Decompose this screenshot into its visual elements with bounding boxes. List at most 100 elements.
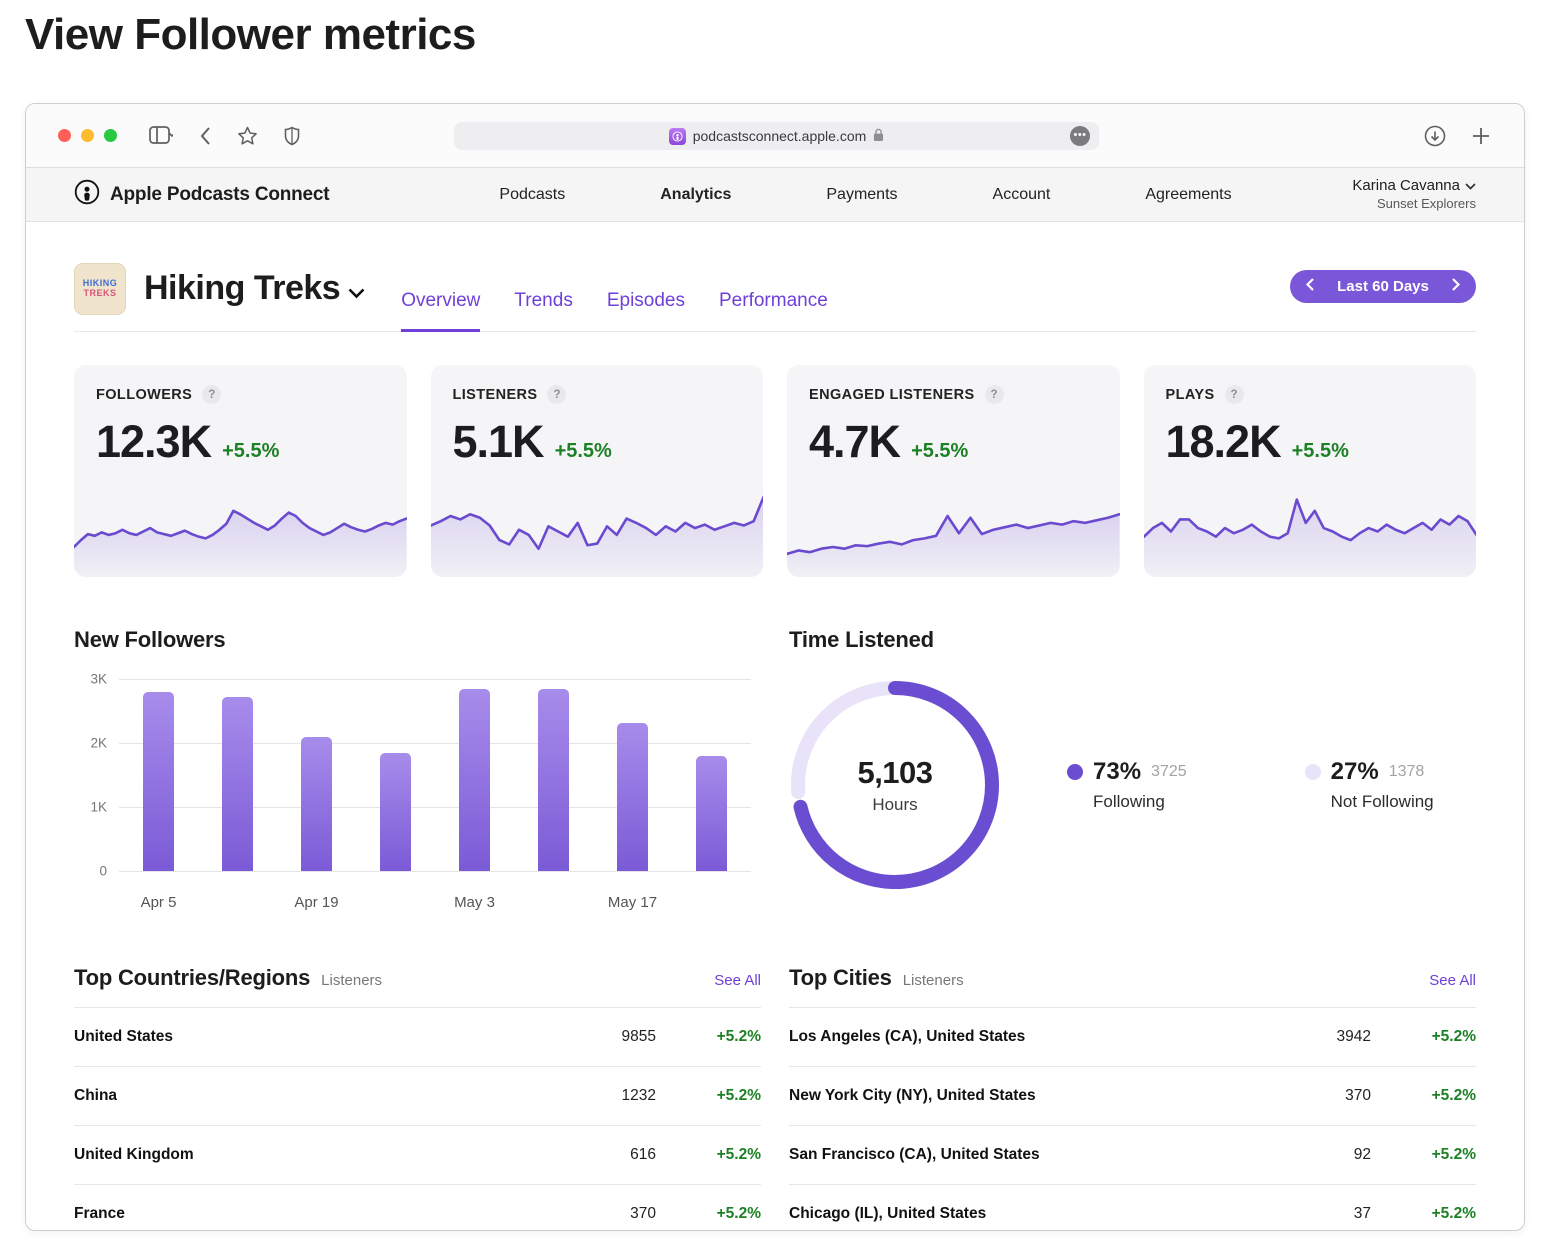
legend-item-following: 73% 3725 Following xyxy=(1067,758,1187,812)
tab-trends[interactable]: Trends xyxy=(514,290,573,311)
legend-count: 3725 xyxy=(1151,763,1187,780)
metric-cards: FOLLOWERS ? 12.3K +5.5% LISTENERS ? 5.1K… xyxy=(74,365,1476,577)
row-value: 37 xyxy=(1353,1205,1371,1222)
apple-podcasts-logo-icon xyxy=(74,179,100,211)
app-nav: Apple Podcasts Connect Podcasts Analytics… xyxy=(26,168,1524,222)
row-delta: +5.2% xyxy=(716,1028,761,1045)
browser-toolbar: podcastsconnect.apple.com ••• xyxy=(26,104,1524,168)
table-row[interactable]: Chicago (IL), United States 37 +5.2% xyxy=(789,1184,1476,1230)
podcast-artwork: HIKING TREKS xyxy=(74,262,126,315)
top-cities-subtitle: Listeners xyxy=(902,972,964,989)
chevron-left-icon[interactable] xyxy=(1305,278,1314,295)
metric-value: 18.2K xyxy=(1165,416,1282,467)
x-tick-label: May 17 xyxy=(607,894,658,911)
row-delta: +5.2% xyxy=(716,1087,761,1104)
time-listened-panel: Time Listened 5,103 Hours xyxy=(789,627,1476,917)
row-name: Los Angeles (CA), United States xyxy=(789,1028,1026,1045)
x-tick-label: Apr 5 xyxy=(140,894,177,911)
bar-grid: 3K 2K 1K 0 xyxy=(90,672,751,879)
close-window-button[interactable] xyxy=(58,129,71,142)
donut-center-value: 5,103 xyxy=(857,755,933,790)
row-name: San Francisco (CA), United States xyxy=(789,1146,1040,1163)
bar-x-labels: Apr 5 Apr 19 May 3 May 17 xyxy=(119,894,751,911)
nav-item-analytics[interactable]: Analytics xyxy=(660,185,732,203)
help-icon[interactable]: ? xyxy=(202,385,222,404)
see-all-link[interactable]: See All xyxy=(714,972,761,989)
page-settings-icon[interactable]: ••• xyxy=(1070,126,1090,146)
metric-delta: +5.5% xyxy=(911,440,969,462)
tab-performance[interactable]: Performance xyxy=(719,290,828,311)
x-tick-label: Apr 19 xyxy=(294,894,339,911)
table-row[interactable]: China 1232 +5.2% xyxy=(74,1066,761,1125)
date-range-button[interactable]: Last 60 Days xyxy=(1290,270,1476,303)
help-icon[interactable]: ? xyxy=(984,385,1004,404)
help-icon[interactable]: ? xyxy=(1224,385,1244,404)
date-range-label: Last 60 Days xyxy=(1337,278,1429,295)
x-tick-label xyxy=(356,894,435,911)
back-icon[interactable] xyxy=(199,126,211,146)
bar xyxy=(459,689,490,871)
address-bar[interactable]: podcastsconnect.apple.com ••• xyxy=(454,122,1099,150)
legend-label: Not Following xyxy=(1330,792,1434,811)
metric-delta: +5.5% xyxy=(554,440,612,462)
sparkline-chart xyxy=(787,477,1120,577)
x-tick-label xyxy=(514,894,593,911)
table-row[interactable]: New York City (NY), United States 370 +5.2… xyxy=(789,1066,1476,1125)
sparkline-chart xyxy=(74,477,407,577)
tab-overview[interactable]: Overview xyxy=(401,290,481,332)
table-row[interactable]: Los Angeles (CA), United States 3942 +5.2% xyxy=(789,1007,1476,1066)
y-tick: 0 xyxy=(99,863,107,879)
legend-label: Following xyxy=(1093,792,1165,811)
metric-value: 5.1K xyxy=(452,416,545,467)
nav-item-account[interactable]: Account xyxy=(992,185,1051,203)
tab-episodes[interactable]: Episodes xyxy=(606,290,685,311)
nav-item-agreements[interactable]: Agreements xyxy=(1145,185,1232,203)
downloads-icon[interactable] xyxy=(1424,125,1446,147)
row-value: 3942 xyxy=(1336,1028,1371,1045)
nav-item-podcasts[interactable]: Podcasts xyxy=(499,185,566,203)
legend-dot xyxy=(1304,764,1321,780)
traffic-lights xyxy=(58,129,117,142)
url-text: podcastsconnect.apple.com xyxy=(692,128,867,144)
table-row[interactable]: San Francisco (CA), United States 92 +5.2% xyxy=(789,1125,1476,1184)
bar xyxy=(617,722,648,871)
sidebar-icon[interactable] xyxy=(149,126,173,145)
privacy-shield-icon[interactable] xyxy=(284,126,300,146)
row-value: 92 xyxy=(1353,1146,1371,1163)
zoom-window-button[interactable] xyxy=(104,129,117,142)
table-row[interactable]: United Kingdom 616 +5.2% xyxy=(74,1125,761,1184)
metric-delta: +5.5% xyxy=(222,440,280,462)
legend-percent: 73% xyxy=(1093,758,1142,785)
bar xyxy=(380,752,411,871)
table-row[interactable]: United States 9855 +5.2% xyxy=(74,1007,761,1066)
row-value: 9855 xyxy=(621,1028,656,1045)
artwork-text-2: TREKS xyxy=(83,287,117,298)
show-title-dropdown[interactable]: Hiking Treks xyxy=(144,269,365,308)
minimize-window-button[interactable] xyxy=(81,129,94,142)
metric-card-listeners: LISTENERS ? 5.1K +5.5% xyxy=(430,365,763,577)
top-cities-table: Los Angeles (CA), United States 3942 +5.2%… xyxy=(789,1007,1476,1230)
browser-window: podcastsconnect.apple.com ••• Apple Podc… xyxy=(25,103,1525,1231)
top-cities-title: Top Cities xyxy=(789,965,892,990)
table-row[interactable]: France 370 +5.2% xyxy=(74,1184,761,1230)
brand[interactable]: Apple Podcasts Connect xyxy=(74,179,330,211)
user-menu[interactable]: Karina Cavanna Sunset Explorers xyxy=(1352,177,1476,212)
nav-item-payments[interactable]: Payments xyxy=(826,185,898,203)
metric-card-engaged-listeners: ENGAGED LISTENERS ? 4.7K +5.5% xyxy=(787,365,1120,577)
y-tick: 1K xyxy=(90,799,107,815)
y-tick: 2K xyxy=(90,735,107,751)
row-name: United Kingdom xyxy=(74,1146,194,1163)
user-name: Karina Cavanna xyxy=(1352,177,1460,194)
bar xyxy=(301,736,332,871)
new-tab-icon[interactable] xyxy=(1472,127,1490,145)
see-all-link[interactable]: See All xyxy=(1429,972,1476,989)
bookmark-star-icon[interactable] xyxy=(237,126,258,146)
chevron-right-icon[interactable] xyxy=(1452,278,1461,295)
row-name: United States xyxy=(74,1028,174,1045)
legend-dot xyxy=(1067,764,1083,780)
row-delta: +5.2% xyxy=(1431,1146,1476,1163)
help-icon[interactable]: ? xyxy=(547,385,567,404)
lock-icon xyxy=(873,128,884,145)
bar xyxy=(696,755,727,871)
row-delta: +5.2% xyxy=(1431,1205,1476,1222)
